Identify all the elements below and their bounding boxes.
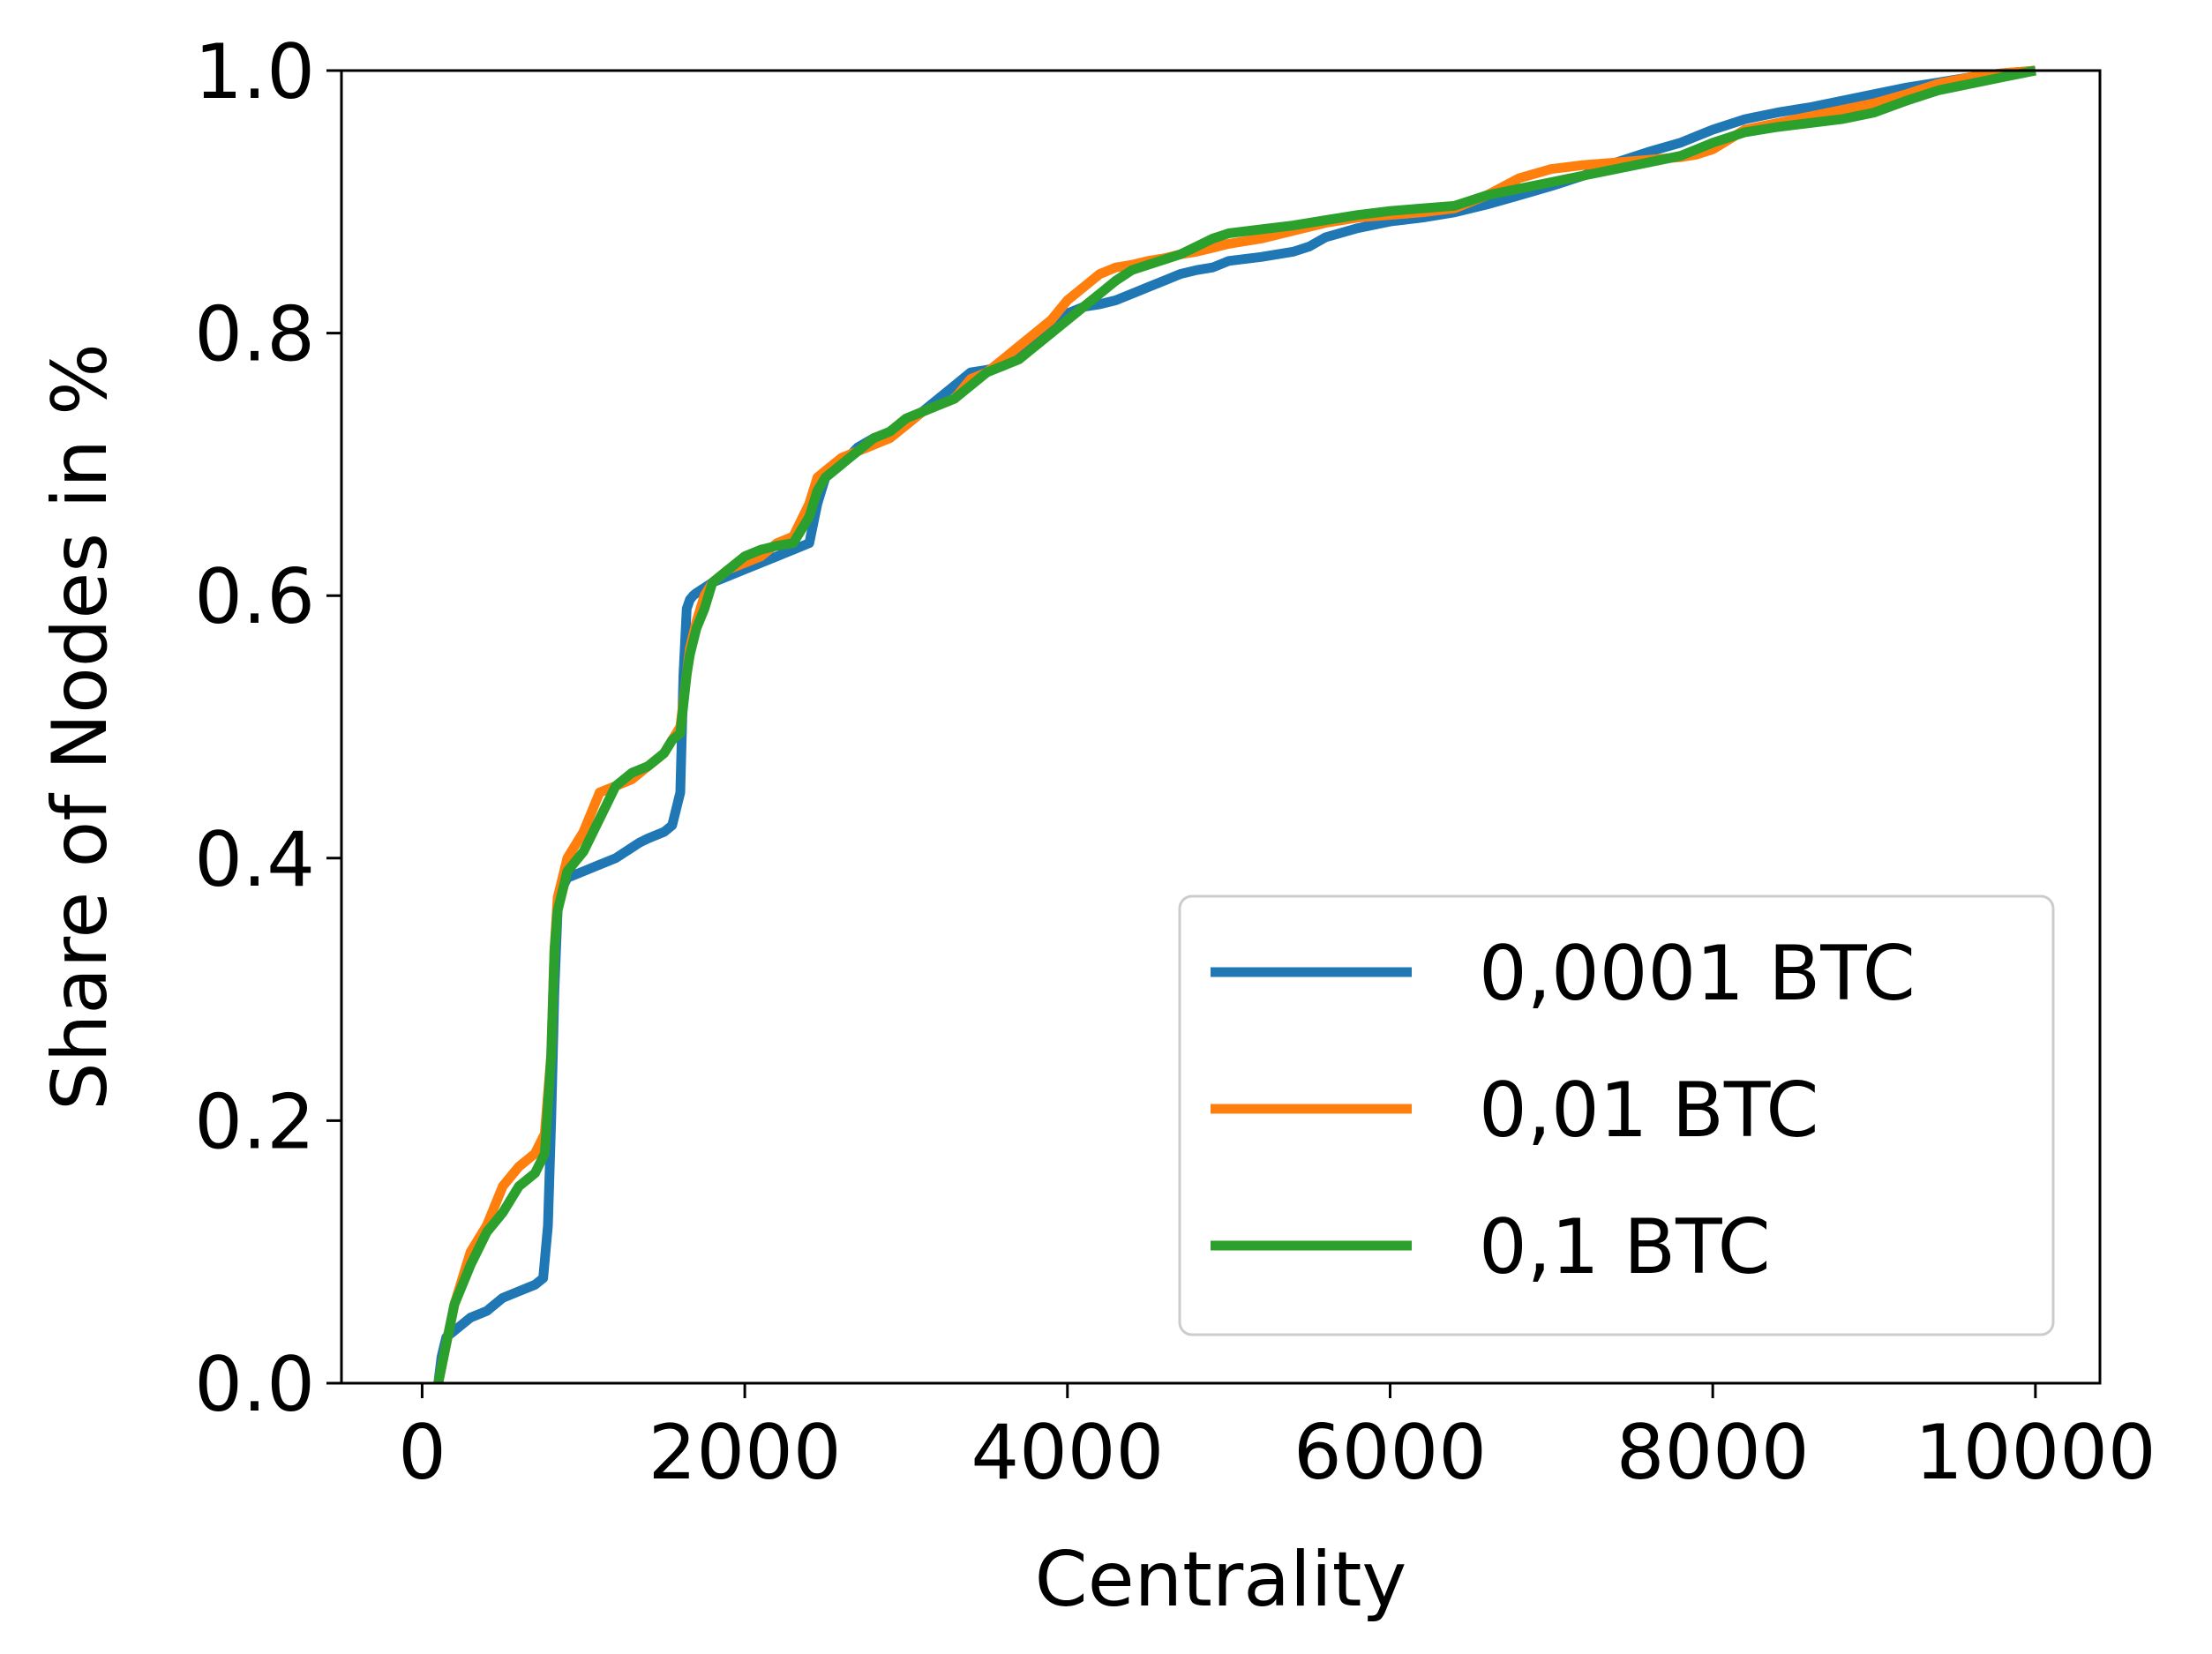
plot-frame bbox=[340, 69, 2102, 1385]
series-line-2 bbox=[433, 65, 2036, 1385]
x-tick-label: 2000 bbox=[649, 1409, 842, 1497]
legend: 0,0001 BTC 0,01 BTC 0,1 BTC bbox=[1178, 894, 2055, 1336]
y-tick-label: 0.6 bbox=[194, 553, 315, 641]
legend-label-0: 0,0001 BTC bbox=[1479, 930, 1916, 1018]
y-axis: 0.0 0.2 0.4 0.6 0.8 1.0 bbox=[194, 28, 341, 1429]
y-tick-label: 0.2 bbox=[194, 1078, 315, 1166]
x-axis: 0 2000 4000 6000 8000 10000 bbox=[398, 1383, 2156, 1497]
x-tick-label: 4000 bbox=[971, 1409, 1164, 1497]
legend-label-2: 0,1 BTC bbox=[1479, 1203, 1771, 1291]
y-tick-label: 0.0 bbox=[194, 1341, 315, 1429]
x-tick-label: 10000 bbox=[1915, 1409, 2156, 1497]
y-tick-label: 1.0 bbox=[194, 28, 315, 116]
x-tick-label: 6000 bbox=[1293, 1409, 1487, 1497]
legend-label-1: 0,01 BTC bbox=[1479, 1066, 1818, 1155]
x-axis-title: Centrality bbox=[1035, 1536, 1407, 1624]
series-layer bbox=[433, 65, 2036, 1385]
x-tick-label: 8000 bbox=[1616, 1409, 1810, 1497]
legend-box bbox=[1178, 894, 2055, 1336]
x-tick-label: 0 bbox=[398, 1409, 446, 1497]
y-tick-label: 0.4 bbox=[194, 816, 315, 904]
y-axis-title: Share of Nodes in % bbox=[36, 343, 124, 1111]
y-tick-label: 0.8 bbox=[194, 291, 315, 379]
